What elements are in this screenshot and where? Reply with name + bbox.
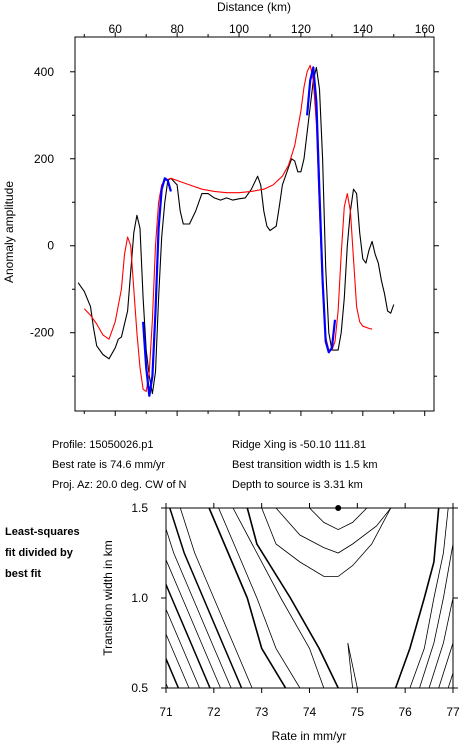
profile-text: Profile: 15050026.p1 [52,439,154,451]
contour-line-8 [309,508,368,531]
contour-line-9 [232,508,325,688]
contour-line-2 [246,508,339,688]
anomaly-series [77,64,395,397]
contour-y-tick-label: 1.0 [131,591,148,605]
contour-lines [208,508,449,688]
side-note: Least-squares fit divided by best fit [5,526,80,580]
best-rate-text: Best rate is 74.6 mm/yr [52,459,165,471]
proj-az-text: Proj. Az: 20.0 deg. CW of N [52,479,187,491]
contour-fan-line-0 [179,508,253,688]
contour-fan-line-5 [166,608,200,688]
contour-x-ticks: 71 72 73 74 75 76 77 [159,503,460,719]
anomaly-x-tick-label: 140 [353,22,373,36]
contour-right-fan-line-0 [419,543,453,688]
contour-fan-line-2 [166,527,232,688]
side-note-line-1: Least-squares [5,526,80,538]
contour-right-fan-line-4 [458,544,467,688]
info-block: Profile: 15050026.p1 Best rate is 74.6 m… [52,439,378,491]
anomaly-x-tick-label: 100 [229,22,249,36]
contour-right-fan-line-2 [438,641,453,688]
contour-chart: 71 72 73 74 75 76 77 0.5 1.0 1.5 Rate in mm/yr T… [101,501,467,743]
contour-fan-line-4 [166,582,211,688]
anomaly-y-tick-label: 200 [34,152,54,166]
contour-x-tick-label: 72 [207,705,221,719]
contour-fan-line-6 [166,633,190,688]
contour-line-4 [409,508,449,688]
side-note-line-2: fit divided by [5,547,74,559]
best-width-text: Best transition width is 1.5 km [232,459,378,471]
anomaly-x-ticks: 60 80 100 120 140 160 [83,22,435,416]
anomaly-y-ticks: -200 0 200 400 [30,65,439,377]
anomaly-y-tick-label: 0 [47,239,54,253]
ridge-xing-text: Ridge Xing is -50.10 111.81 [232,439,366,451]
contour-fan-line-1 [169,508,243,688]
contour-x-tick-label: 76 [398,705,412,719]
anomaly-series-line-1 [83,64,373,392]
contour-right-fan-line-1 [428,595,453,688]
anomaly-x-tick-label: 120 [291,22,311,36]
contour-line-5 [347,642,358,688]
anomaly-series-line-2 [142,177,172,397]
contour-x-axis-title: Rate in mm/yr [272,729,347,743]
contour-line-7 [275,508,392,554]
anomaly-x-tick-label: 60 [109,22,123,36]
contour-x-tick-label: 77 [446,705,460,719]
contour-x-tick-label: 75 [351,705,365,719]
contour-line-6 [261,508,392,577]
contour-line-1 [218,508,301,688]
contour-y-tick-label: 0.5 [131,681,148,695]
contour-fan-line-3 [166,558,221,688]
anomaly-x-tick-label: 80 [170,22,184,36]
depth-text: Depth to source is 3.31 km [232,479,363,491]
anomaly-y-tick-label: -200 [30,326,54,340]
best-fit-marker [335,505,342,511]
anomaly-x-tick-label: 160 [415,22,435,36]
anomaly-y-axis-title: Anomaly amplitude [2,181,16,283]
contour-x-tick-label: 74 [303,705,317,719]
anomaly-series-line-0 [77,66,395,395]
side-note-line-3: best fit [5,568,41,580]
anomaly-chart: 60 80 100 120 140 160 -200 0 200 400 Distance (k… [2,0,439,416]
contour-x-tick-label: 71 [159,705,173,719]
anomaly-y-tick-label: 400 [34,65,54,79]
anomaly-plot-frame [74,36,435,412]
contour-y-ticks: 0.5 1.0 1.5 [131,501,458,695]
contour-right-fan-line-3 [447,671,453,688]
anomaly-series-line-3 [306,66,337,354]
contour-y-tick-label: 1.5 [131,501,148,515]
contour-y-axis-title: Transition width in km [101,540,115,656]
contour-line-0 [208,508,287,688]
anomaly-x-axis-title: Distance (km) [217,0,291,14]
contour-line-3 [394,508,440,688]
contour-x-tick-label: 73 [255,705,269,719]
contour-left-fan [166,508,467,688]
